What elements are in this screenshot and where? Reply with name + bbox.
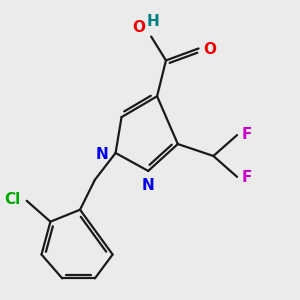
Text: O: O [203, 42, 216, 57]
Text: F: F [242, 127, 252, 142]
Text: N: N [142, 178, 155, 194]
Text: H: H [147, 14, 160, 29]
Text: F: F [242, 170, 252, 185]
Text: Cl: Cl [4, 192, 21, 207]
Text: O: O [132, 20, 145, 35]
Text: N: N [95, 147, 108, 162]
